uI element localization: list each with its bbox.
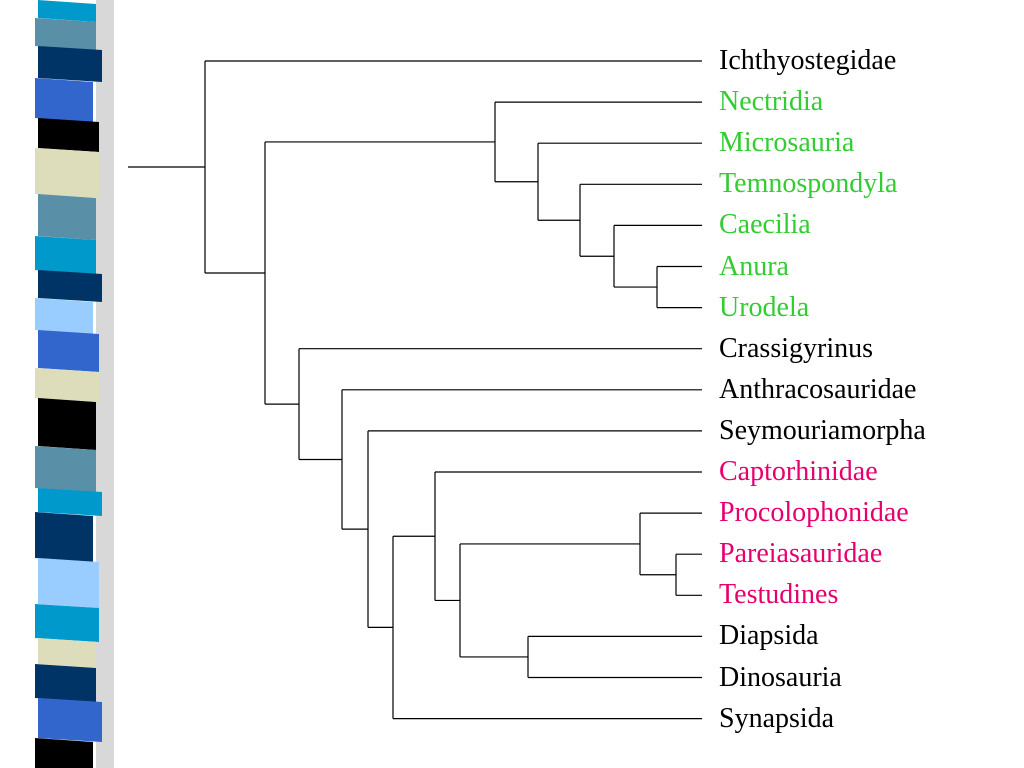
taxon-label: Procolophonidae xyxy=(719,497,909,529)
taxon-label: Anthracosauridae xyxy=(719,373,917,405)
stripe-block xyxy=(35,78,93,122)
stripe-block xyxy=(38,558,99,608)
stripe-block xyxy=(38,638,96,668)
stripe-block xyxy=(35,298,93,334)
taxon-label: Testudines xyxy=(719,579,839,611)
stripe-block xyxy=(38,398,96,450)
stripe-block xyxy=(38,270,102,302)
taxon-label: Urodela xyxy=(719,291,810,323)
stripe-shadow xyxy=(96,0,114,768)
taxon-label: Microsauria xyxy=(719,127,855,159)
taxon-label: Synapsida xyxy=(719,702,835,734)
taxon-label: Pareiasauridae xyxy=(719,538,883,570)
taxon-label: Temnospondyla xyxy=(719,168,898,200)
stripe-block xyxy=(35,18,96,50)
decorative-stripe xyxy=(35,0,114,768)
stripe-block xyxy=(38,488,102,516)
taxon-label: Dinosauria xyxy=(719,661,842,693)
stripe-block xyxy=(35,738,93,768)
stripe-block xyxy=(38,118,99,152)
stripe-block xyxy=(38,330,99,372)
stripe-block xyxy=(38,46,102,82)
taxon-label: Anura xyxy=(719,250,789,282)
stripe-block xyxy=(35,446,96,492)
taxon-label: Caecilia xyxy=(719,209,811,241)
stripe-block xyxy=(35,604,99,642)
taxon-label: Diapsida xyxy=(719,620,819,652)
taxon-label: Nectridia xyxy=(719,86,824,118)
stripe-block xyxy=(35,148,99,198)
stripe-block xyxy=(35,236,96,274)
taxon-label: Seymouriamorpha xyxy=(719,414,926,446)
stripe-block xyxy=(35,512,93,562)
stripe-block xyxy=(35,368,99,402)
stripe-block xyxy=(35,664,96,702)
taxon-label: Captorhinidae xyxy=(719,456,878,487)
stripe-block xyxy=(38,0,96,22)
taxon-label: Ichthyostegidae xyxy=(719,45,897,76)
taxon-label: Crassigyrinus xyxy=(719,332,873,364)
stripe-block xyxy=(38,194,96,240)
stripe-block xyxy=(38,698,102,742)
